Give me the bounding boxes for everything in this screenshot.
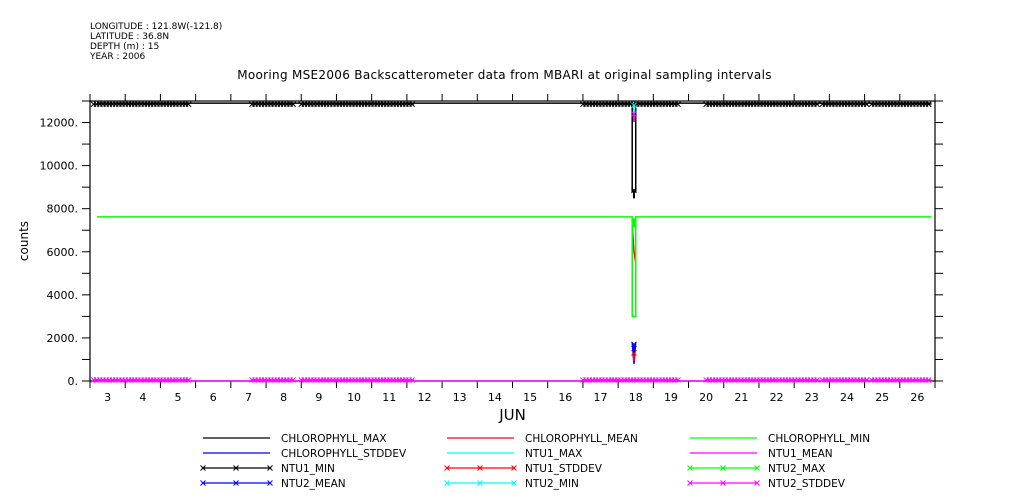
series-ntu1-min-spike-marker — [631, 187, 637, 194]
series-ntu1-min-marker — [863, 101, 870, 108]
series-chlorophyll-min-line — [97, 216, 932, 318]
year-label: YEAR : 2006 — [90, 52, 146, 62]
legend-ntu2-max-label: NTU2_MAX — [768, 463, 825, 475]
legend-ntu2-min-label: NTU2_MIN — [525, 478, 579, 490]
x-tick-label: 24 — [840, 391, 854, 404]
series-ntu2-stddev-marker — [814, 377, 820, 383]
legend-ntu1-stddev-marker — [511, 465, 517, 471]
x-axis-label: JUN — [498, 406, 526, 424]
legend-ntu2-mean-marker — [233, 480, 239, 486]
legend-ntu1-stddev-label: NTU1_STDDEV — [525, 463, 603, 475]
x-tick-label: 18 — [629, 391, 643, 404]
series-ntu2-stddev-marker — [290, 377, 297, 383]
latitude-label: LATITUDE : 36.8N — [90, 32, 170, 42]
x-tick-label: 16 — [558, 391, 572, 404]
x-tick-label: 7 — [245, 391, 252, 404]
legend-ntu1-min-marker — [233, 465, 239, 471]
legend-ntu2-stddev-marker — [687, 480, 693, 486]
y-tick-label: 2000. — [47, 332, 79, 345]
x-tick-label: 13 — [453, 391, 467, 404]
series-ntu1-min-marker — [814, 101, 820, 108]
series-chlorophyll-stddev-line — [631, 342, 637, 364]
series-chlorophyll-max-line — [97, 102, 932, 193]
legend-ntu2-stddev-marker — [754, 480, 760, 486]
x-tick-label: 14 — [488, 391, 502, 404]
x-tick-label: 21 — [734, 391, 748, 404]
legend-ntu2-mean-marker — [267, 480, 273, 486]
legend-ntu2-mean-label: NTU2_MEAN — [281, 478, 346, 490]
series-ntu1-min-marker — [290, 101, 297, 108]
y-tick-label: 0. — [68, 375, 79, 388]
legend-chlorophyll-mean-label: CHLOROPHYLL_MEAN — [525, 433, 638, 445]
x-tick-label: 25 — [875, 391, 889, 404]
x-tick-label: 15 — [523, 391, 537, 404]
x-tick-label: 12 — [417, 391, 431, 404]
series-ntu2-max-spike-marker — [631, 216, 637, 223]
legend-ntu1-stddev-marker — [477, 465, 483, 471]
x-tick-label: 23 — [805, 391, 819, 404]
legend-ntu2-stddev-label: NTU2_STDDEV — [768, 478, 846, 490]
y-axis-label: counts — [17, 221, 31, 261]
legend-chlorophyll-min-label: CHLOROPHYLL_MIN — [768, 433, 870, 445]
x-tick-label: 9 — [315, 391, 322, 404]
series-ntu1-min-marker — [409, 101, 416, 108]
depth-label: DEPTH (m) : 15 — [90, 42, 160, 52]
series-ntu2-mean-spike-marker — [631, 341, 637, 348]
x-tick-label: 19 — [664, 391, 678, 404]
y-tick-label: 8000. — [47, 203, 79, 216]
legend-ntu2-max-marker — [720, 465, 726, 471]
plot-frame — [89, 100, 936, 382]
x-tick-label: 22 — [770, 391, 784, 404]
legend-ntu1-min-marker — [200, 465, 206, 471]
series-ntu1-min-marker — [185, 101, 192, 108]
series-ntu2-min-spike-marker — [631, 102, 637, 109]
longitude-label: LONGITUDE : 121.8W(-121.8) — [90, 22, 223, 32]
y-tick-label: 4000. — [47, 289, 79, 302]
x-tick-label: 17 — [594, 391, 608, 404]
y-tick-label: 6000. — [47, 246, 79, 259]
legend-ntu2-min-marker — [444, 480, 450, 486]
legend-ntu2-max-marker — [687, 465, 693, 471]
y-tick-label: 10000. — [40, 160, 79, 173]
series-ntu2-stddev-marker — [863, 377, 870, 383]
legend-ntu1-min-label: NTU1_MIN — [281, 463, 335, 475]
legend-ntu2-max-marker — [754, 465, 760, 471]
legend-ntu2-min-marker — [477, 480, 483, 486]
x-tick-label: 20 — [699, 391, 713, 404]
series-ntu1-min-marker — [675, 101, 681, 108]
legend-ntu2-stddev-marker — [720, 480, 726, 486]
legend-chlorophyll-max-label: CHLOROPHYLL_MAX — [281, 433, 387, 445]
series-ntu1-stddev-spike-marker — [631, 350, 637, 356]
chart-title: Mooring MSE2006 Backscatterometer data f… — [237, 68, 772, 82]
x-tick-label: 26 — [910, 391, 924, 404]
legend-chlorophyll-stddev-label: CHLOROPHYLL_STDDEV — [281, 448, 407, 460]
series-ntu2-stddev-marker — [409, 377, 416, 383]
x-tick-label: 8 — [280, 391, 287, 404]
series-ntu2-stddev-marker — [185, 377, 192, 383]
legend-ntu2-mean-marker — [200, 480, 206, 486]
series-ntu2-stddev-spike-marker — [631, 111, 637, 117]
series-ntu1-min-marker — [925, 101, 932, 108]
y-tick-label: 12000. — [40, 117, 79, 130]
x-tick-label: 6 — [210, 391, 217, 404]
series-ntu2-stddev-marker — [675, 377, 681, 383]
series-ntu2-stddev-marker — [925, 377, 932, 383]
x-tick-label: 3 — [104, 391, 111, 404]
x-tick-label: 5 — [175, 391, 182, 404]
x-tick-label: 10 — [347, 391, 361, 404]
legend-ntu1-min-marker — [267, 465, 273, 471]
x-tick-label: 11 — [382, 391, 396, 404]
legend-ntu2-min-marker — [511, 480, 517, 486]
legend-ntu1-stddev-marker — [444, 465, 450, 471]
legend-ntu1-max-label: NTU1_MAX — [525, 448, 582, 460]
x-tick-label: 4 — [139, 391, 146, 404]
legend-ntu1-mean-label: NTU1_MEAN — [768, 448, 833, 460]
